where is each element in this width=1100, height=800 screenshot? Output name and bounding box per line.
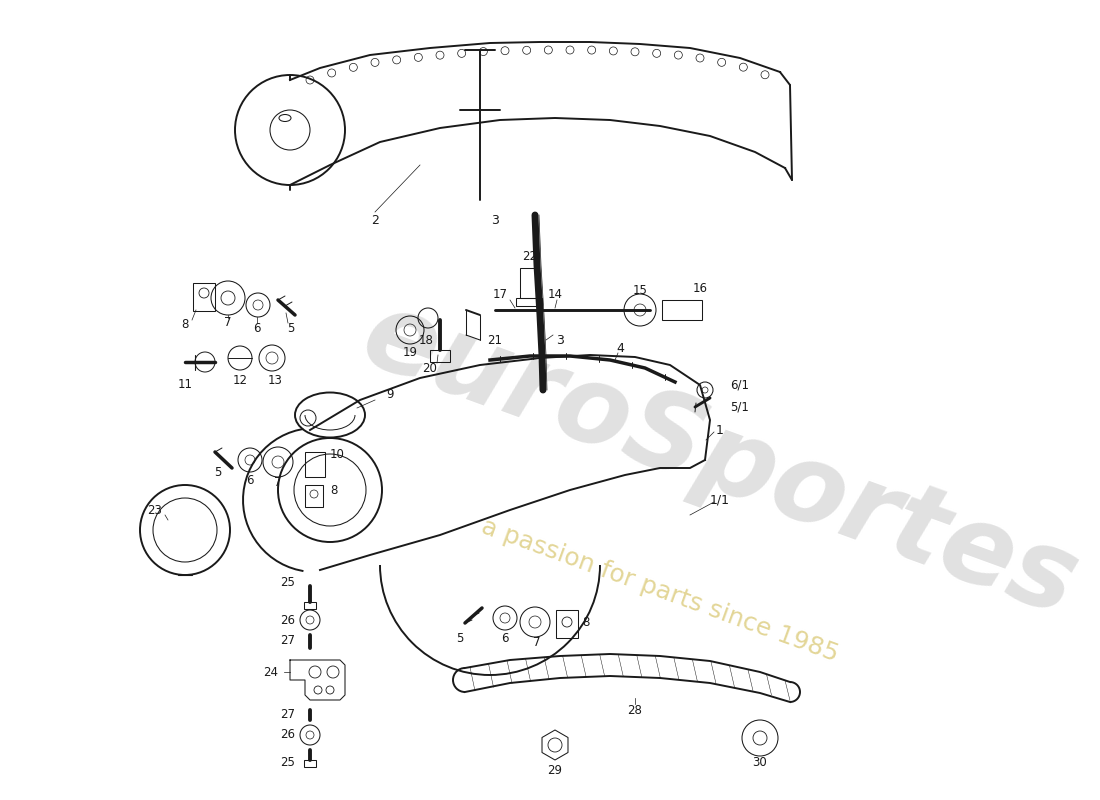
Bar xyxy=(305,452,324,477)
Text: 5/1: 5/1 xyxy=(730,401,749,414)
Text: 20: 20 xyxy=(422,362,438,374)
Bar xyxy=(304,602,316,609)
Text: 15: 15 xyxy=(632,283,648,297)
Text: 26: 26 xyxy=(280,614,295,626)
Text: 24: 24 xyxy=(263,666,278,678)
Text: 9: 9 xyxy=(386,389,394,402)
Text: 7: 7 xyxy=(274,477,282,490)
Text: 17: 17 xyxy=(493,289,507,302)
Text: 18: 18 xyxy=(419,334,433,346)
Text: 12: 12 xyxy=(232,374,248,387)
Text: euroSportes: euroSportes xyxy=(349,282,1091,638)
Text: 19: 19 xyxy=(403,346,418,359)
Text: 8: 8 xyxy=(582,615,590,629)
Text: 5: 5 xyxy=(287,322,295,334)
Text: 21: 21 xyxy=(487,334,502,346)
Text: 6: 6 xyxy=(253,322,261,334)
Text: 14: 14 xyxy=(548,289,562,302)
Text: 7: 7 xyxy=(534,635,541,649)
Bar xyxy=(662,300,702,320)
Bar xyxy=(556,610,578,638)
Text: 3: 3 xyxy=(491,214,499,226)
Text: 6: 6 xyxy=(502,631,508,645)
Text: 6: 6 xyxy=(246,474,254,486)
Text: 3: 3 xyxy=(557,334,564,346)
Text: 25: 25 xyxy=(280,755,295,769)
Text: 29: 29 xyxy=(548,763,562,777)
Text: 27: 27 xyxy=(280,634,295,646)
Text: 10: 10 xyxy=(330,449,345,462)
Bar xyxy=(305,485,323,507)
Text: 26: 26 xyxy=(280,729,295,742)
Text: 2: 2 xyxy=(371,214,378,226)
Text: 5: 5 xyxy=(214,466,222,478)
Text: 1: 1 xyxy=(716,423,724,437)
Text: 28: 28 xyxy=(628,703,642,717)
Bar xyxy=(520,268,538,298)
Bar xyxy=(516,298,542,306)
Text: 30: 30 xyxy=(752,757,768,770)
Text: 8: 8 xyxy=(330,483,338,497)
Text: 6/1: 6/1 xyxy=(730,378,749,391)
Text: 7: 7 xyxy=(224,317,232,330)
Text: 5: 5 xyxy=(456,631,464,645)
Text: 8: 8 xyxy=(182,318,189,331)
Text: 4: 4 xyxy=(616,342,624,354)
Text: 23: 23 xyxy=(147,503,163,517)
Text: 1/1: 1/1 xyxy=(710,494,730,506)
Bar xyxy=(430,350,450,362)
Text: 13: 13 xyxy=(267,374,283,387)
Bar xyxy=(304,760,316,767)
Text: 27: 27 xyxy=(280,709,295,722)
Text: a passion for parts since 1985: a passion for parts since 1985 xyxy=(478,514,842,666)
Text: 11: 11 xyxy=(177,378,192,391)
Bar xyxy=(192,283,215,311)
Text: 16: 16 xyxy=(693,282,707,295)
Text: 25: 25 xyxy=(280,575,295,589)
Text: 22: 22 xyxy=(522,250,538,263)
